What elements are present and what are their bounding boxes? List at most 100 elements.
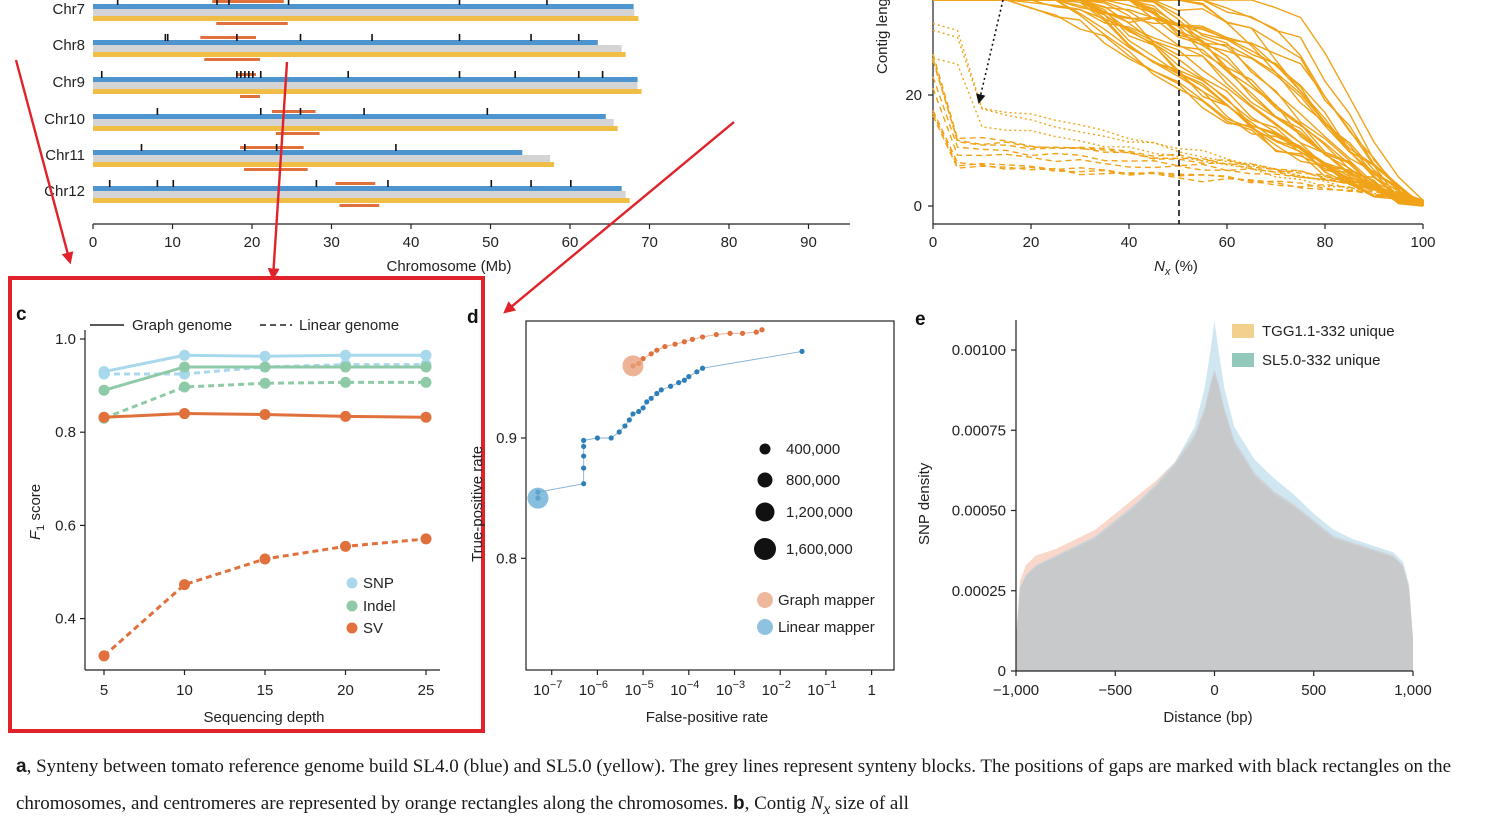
panel-d-size-legend: 400,000 800,000 1,200,000 1,600,000 <box>754 441 853 560</box>
x-tick-label: 10−5 <box>624 679 653 699</box>
data-point <box>753 329 759 335</box>
y-tick-label: 0 <box>914 198 922 215</box>
data-point <box>259 408 271 420</box>
sl5-bar <box>93 162 555 167</box>
data-point <box>179 381 190 393</box>
contig-curve <box>932 60 1424 206</box>
synteny-block <box>93 45 622 53</box>
series-sv-dashed <box>98 533 432 662</box>
highlight-box <box>8 276 485 733</box>
legend-snp: SNP <box>363 575 394 592</box>
data-point <box>727 330 733 336</box>
chromosome-row-Chr9: Chr9 <box>52 71 642 98</box>
contig-curve <box>932 87 1424 207</box>
gap-marker <box>299 34 302 41</box>
sl4-bar <box>93 77 638 82</box>
data-point <box>340 376 351 388</box>
contig-curve <box>932 22 1424 207</box>
y-tick-label: 20 <box>905 87 922 104</box>
data-point <box>699 334 706 340</box>
centromere-sl4 <box>271 110 316 113</box>
x-tick-label: 0 <box>89 234 97 251</box>
gap-marker <box>248 71 250 78</box>
series-sv-solid <box>98 408 432 423</box>
x-tick-label: 25 <box>418 682 435 699</box>
panel-e-letter: e <box>915 309 926 330</box>
panel-a-synteny: Chr7 Chr8 Chr9 Chr10 Chr11 Chr12 0 10 20 30 40 50 6… <box>44 0 850 275</box>
data-point <box>616 429 622 435</box>
panel-d-mapper-roc: d 0.9 0.8 10−7 10−6 10−5 10−4 10−3 10−2 10−1 1 Tr… <box>467 307 895 726</box>
gap-marker <box>387 180 389 187</box>
chromosome-row-Chr11: Chr11 <box>45 144 555 171</box>
legend-graph-mapper-dot <box>757 592 773 608</box>
data-point <box>98 384 110 396</box>
size-legend-dot-2 <box>757 472 773 488</box>
gap-marker <box>164 34 167 41</box>
centromere-sl4 <box>200 36 256 39</box>
panel-d-frame <box>525 320 895 671</box>
data-point <box>581 453 587 459</box>
gap-marker <box>216 0 218 5</box>
panel-e-x-label: Distance (bp) <box>1163 709 1252 726</box>
gap-marker <box>172 180 175 187</box>
panel-c-letter: c <box>16 304 27 325</box>
legend-graph-mapper: Graph mapper <box>778 592 875 609</box>
chromosome-row-Chr7: Chr7 <box>52 0 639 25</box>
x-tick-label: 30 <box>323 234 340 251</box>
contig-curve <box>933 0 1424 206</box>
contig-curve <box>933 0 1424 206</box>
y-tick-label: 0.00050 <box>952 503 1006 520</box>
contig-curve <box>933 0 1424 207</box>
chromosome-label: Chr10 <box>44 111 85 128</box>
gap-marker <box>577 34 580 41</box>
data-point <box>681 339 687 345</box>
highlight-point <box>622 355 644 377</box>
data-point <box>676 380 682 386</box>
size-legend-dot-3 <box>755 502 775 522</box>
legend-sv-dot <box>346 622 358 634</box>
data-point <box>581 481 587 487</box>
centromere-sl5 <box>244 168 308 171</box>
gap-marker <box>577 71 580 78</box>
data-point <box>594 435 601 441</box>
data-point <box>681 377 687 383</box>
data-point <box>636 408 642 415</box>
sl4-bar <box>93 150 523 155</box>
panel-b-x-label: Nx (%) <box>1154 258 1198 278</box>
legend-tgg: TGG1.1-332 unique <box>1262 323 1395 340</box>
panel-c-y-label: F1 score <box>27 484 47 540</box>
chromosome-label: Chr8 <box>52 37 85 54</box>
data-point <box>658 387 664 393</box>
panel-e-legend: TGG1.1-332 unique SL5.0-332 unique <box>1232 323 1395 369</box>
data-point <box>622 423 628 429</box>
contig-curve <box>933 0 1424 207</box>
gap-marker <box>287 0 290 5</box>
gap-marker <box>546 0 548 5</box>
chromosome-label: Chr12 <box>44 183 85 200</box>
synteny-block <box>93 155 551 163</box>
panel-b-contig-curves <box>932 0 1424 207</box>
y-tick-label: 0.8 <box>55 424 76 441</box>
legend-linear-mapper-dot <box>757 619 773 635</box>
gap-marker <box>244 144 246 151</box>
data-point <box>713 331 719 338</box>
gap-marker <box>458 71 461 78</box>
contig-curve <box>933 0 1424 207</box>
contig-curve <box>932 57 1424 207</box>
gap-marker <box>486 108 489 115</box>
panel-b-ticks: 0 20 40 60 80 100 20 0 <box>905 87 1435 251</box>
legend-linear-mapper: Linear mapper <box>778 619 875 636</box>
data-point <box>672 341 678 347</box>
x-tick-label: 5 <box>100 682 108 699</box>
y-tick-label: 0.4 <box>55 611 76 628</box>
size-legend-dot-1 <box>759 443 771 455</box>
x-tick-label: −1,000 <box>993 682 1039 699</box>
size-legend-4: 1,600,000 <box>786 541 853 558</box>
contig-curve <box>933 0 1424 206</box>
gap-marker <box>259 71 262 78</box>
x-tick-label: 10−2 <box>762 679 791 699</box>
panel-e-areas <box>1016 321 1413 671</box>
series-indel-solid <box>98 361 432 396</box>
gap-marker <box>166 34 169 41</box>
data-point <box>259 361 271 373</box>
